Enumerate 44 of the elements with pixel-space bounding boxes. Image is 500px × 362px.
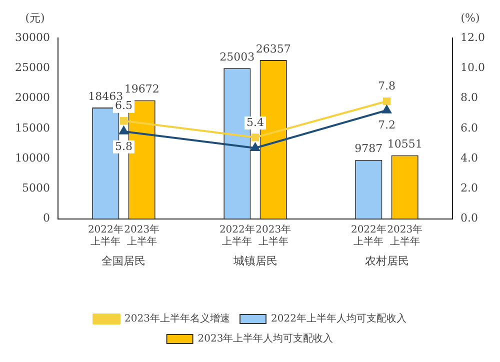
y2-tick-label: 4.0 (460, 151, 478, 164)
text: 2022年上半年 (350, 223, 386, 248)
y-tick-label: 5000 (22, 182, 50, 195)
y-tick-label: 25000 (14, 60, 50, 74)
text: 2023年上半年 (124, 223, 160, 248)
text: 2022年上半年 (219, 223, 255, 248)
y2-tick-label: 0.0 (460, 212, 478, 225)
data-label: 25003 (220, 50, 255, 64)
y-tick-label: 20000 (14, 91, 50, 104)
text: 2023年上半年 (256, 223, 292, 248)
point (382, 97, 391, 106)
legend-label: 2022年上半年人均可支配收入 (271, 312, 406, 325)
y-tick-label: 30000 (14, 30, 50, 44)
text: 2023年上半年 (387, 223, 423, 248)
y2-tick-label: 2.0 (460, 182, 478, 195)
legend-label: 2023年上半年名义增速 (124, 312, 230, 325)
x-tick-label: 全国居民 (102, 254, 146, 268)
data-label: 5.4 (246, 116, 264, 129)
y-axis-title: (元) (25, 11, 45, 24)
point (382, 105, 392, 114)
x-tick-label: 农村居民 (364, 254, 409, 268)
point (251, 134, 260, 142)
text: 2022年上半年 (88, 223, 124, 248)
data-label: 19672 (124, 82, 160, 96)
y2-tick-label: 6.0 (460, 121, 478, 134)
y2-tick-label: 12.0 (460, 30, 486, 44)
y-tick-label: 10000 (14, 151, 50, 164)
y2-tick-label: 10.0 (460, 60, 486, 74)
point (120, 117, 128, 125)
data-label: 6.5 (114, 99, 132, 112)
data-label: 9787 (354, 142, 383, 156)
point (119, 126, 128, 134)
legend-label: 2023年上半年人均可支配收入 (198, 332, 334, 345)
data-label: 7.2 (378, 118, 396, 132)
point (250, 142, 260, 151)
y2-axis-title: (%) (460, 11, 480, 24)
data-label: 26357 (256, 42, 291, 56)
data-label: 7.8 (378, 80, 396, 93)
y-tick-label: 0 (42, 212, 50, 225)
y-tick-label: 15000 (14, 121, 50, 134)
x-tick-label: 城镇居民 (232, 254, 278, 268)
y2-tick-label: 8.0 (460, 91, 478, 104)
data-label: 10551 (387, 138, 422, 151)
data-label: 5.8 (114, 140, 132, 153)
